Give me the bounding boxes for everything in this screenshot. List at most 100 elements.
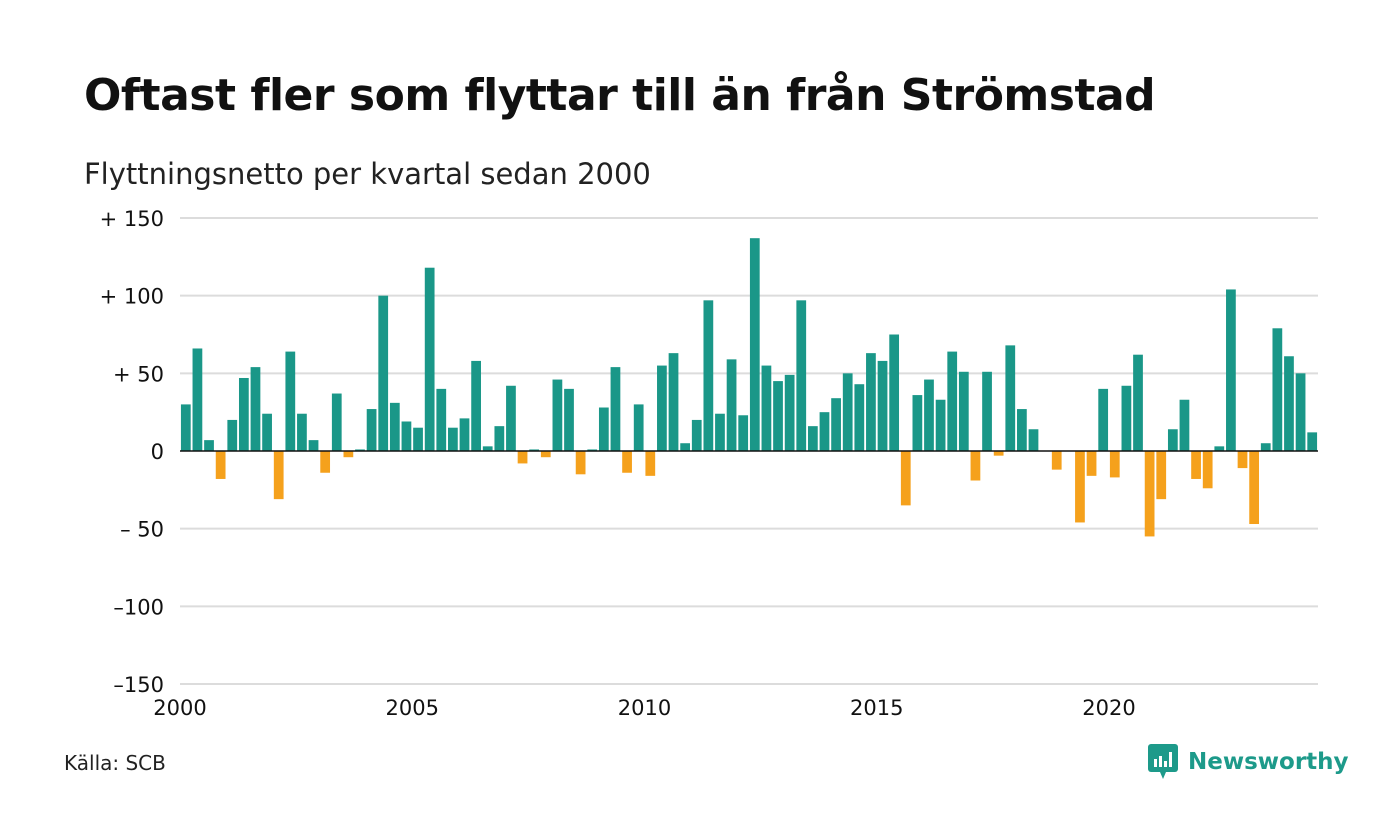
bar — [1179, 399, 1190, 451]
bar — [494, 426, 505, 451]
bar — [1295, 373, 1306, 451]
bar — [726, 359, 737, 451]
chart-title: Oftast fler som flyttar till än från Str… — [84, 70, 1156, 121]
bar — [947, 351, 958, 451]
y-axis-ticks: + 150 + 100 + 50 0 – 50 –100 –150 — [100, 207, 164, 697]
bar — [308, 440, 319, 451]
bar — [889, 334, 900, 451]
bar — [1307, 432, 1318, 451]
bar — [285, 351, 296, 451]
bar — [831, 398, 841, 451]
bar-chart-speech-icon — [1148, 744, 1178, 779]
bar — [842, 373, 853, 451]
bar — [482, 446, 493, 451]
bar — [215, 451, 226, 479]
bar — [273, 451, 284, 500]
bar — [1202, 451, 1213, 489]
bar — [331, 393, 342, 451]
y-tick-label: + 100 — [100, 285, 164, 309]
bar — [982, 371, 992, 451]
y-tick-label: –150 — [113, 673, 164, 697]
bar — [773, 381, 783, 451]
bar — [680, 443, 691, 451]
bar — [1098, 388, 1109, 451]
bar — [1260, 443, 1271, 451]
y-tick-label: – 50 — [120, 518, 164, 542]
bar — [575, 451, 586, 475]
bar — [761, 365, 772, 451]
x-tick-label: 2020 — [1082, 696, 1135, 720]
bar — [262, 413, 272, 451]
x-axis-ticks: 2000 2005 2010 2015 2020 — [153, 696, 1135, 720]
bar — [529, 449, 540, 451]
bar — [227, 419, 238, 451]
bar — [1075, 451, 1085, 523]
bar — [1249, 451, 1260, 525]
bar — [1226, 289, 1236, 451]
bar — [564, 388, 574, 451]
x-tick-label: 2000 — [153, 696, 206, 720]
x-tick-label: 2015 — [850, 696, 903, 720]
bar — [540, 451, 551, 458]
bar — [238, 377, 249, 451]
bar — [877, 360, 888, 451]
bars — [180, 238, 1318, 537]
bar — [552, 379, 563, 451]
bar — [668, 353, 679, 451]
bar — [517, 451, 528, 464]
bar — [413, 427, 423, 451]
y-tick-label: –100 — [113, 595, 164, 619]
bar — [935, 399, 946, 451]
brand-logo[interactable]: Newsworthy — [1148, 744, 1349, 780]
bar — [1214, 446, 1225, 451]
source-note: Källa: SCB — [64, 751, 166, 775]
bar-chart: + 150 + 100 + 50 0 – 50 –100 –150 2000 2005 2010… — [100, 207, 1318, 720]
bar — [622, 451, 632, 473]
bar — [1144, 451, 1155, 537]
bar — [424, 267, 435, 451]
bar — [900, 451, 911, 506]
bar — [958, 371, 969, 451]
bar — [378, 295, 389, 451]
x-tick-label: 2005 — [386, 696, 439, 720]
bar — [1017, 409, 1027, 451]
bar — [1167, 429, 1178, 451]
bar — [366, 409, 377, 451]
bar — [1109, 451, 1120, 478]
x-tick-label: 2010 — [618, 696, 671, 720]
bar — [1272, 328, 1283, 451]
bar — [343, 451, 354, 458]
chart-subtitle: Flyttningsnetto per kvartal sedan 2000 — [84, 157, 651, 191]
bar — [970, 451, 981, 481]
bar — [204, 440, 214, 451]
bar — [459, 418, 470, 451]
bar — [691, 419, 702, 451]
y-tick-label: + 150 — [100, 207, 164, 231]
bar — [1005, 345, 1016, 451]
bar — [448, 427, 458, 451]
bar — [633, 404, 644, 451]
bar — [610, 367, 621, 451]
bar — [796, 300, 807, 451]
bar — [703, 300, 714, 451]
bar — [436, 388, 447, 451]
bar — [587, 449, 598, 451]
bar — [784, 374, 795, 451]
bar — [1284, 356, 1294, 451]
bar — [924, 379, 934, 451]
bar — [1156, 451, 1167, 500]
bar — [320, 451, 331, 473]
bar — [506, 385, 516, 451]
y-tick-label: + 50 — [113, 362, 164, 386]
bar — [598, 407, 609, 451]
bar — [993, 451, 1004, 456]
bar — [657, 365, 667, 451]
bar — [738, 415, 749, 451]
bar — [1133, 354, 1143, 451]
brand-name: Newsworthy — [1188, 749, 1349, 775]
bar — [645, 451, 656, 476]
bar — [807, 426, 818, 451]
bar — [401, 421, 412, 451]
bar — [866, 353, 876, 451]
bar — [1051, 451, 1062, 470]
